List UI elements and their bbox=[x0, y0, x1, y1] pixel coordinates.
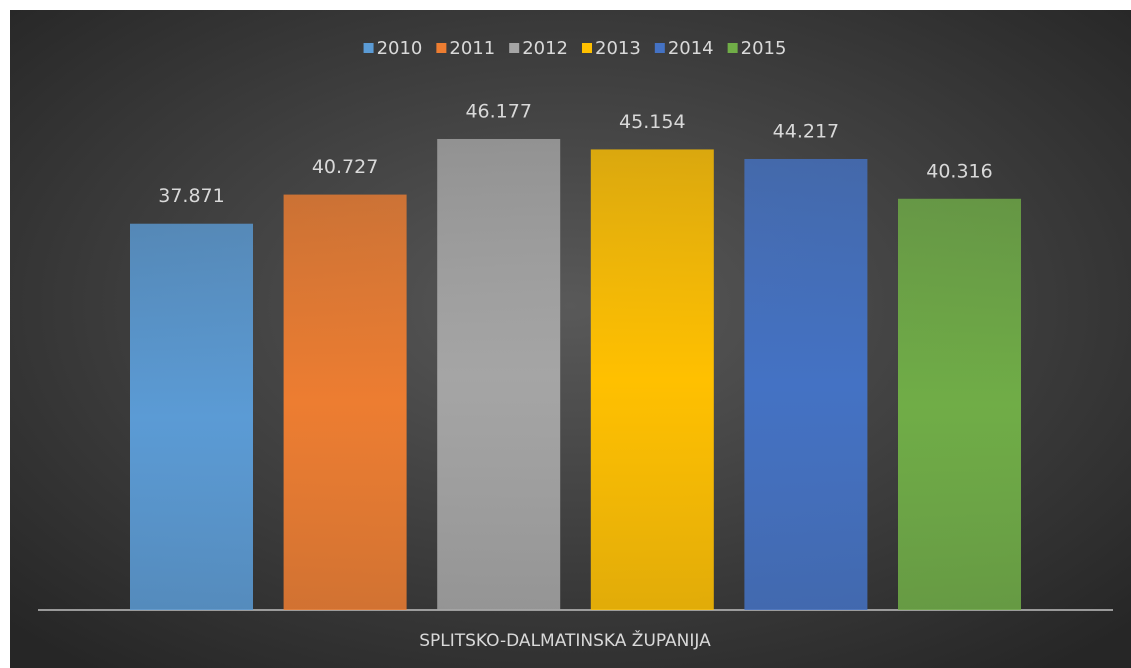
data-label: 46.177 bbox=[465, 100, 531, 122]
legend-swatch bbox=[727, 43, 738, 53]
legend-label: 2012 bbox=[522, 38, 568, 59]
legend-label: 2013 bbox=[595, 38, 641, 59]
bar bbox=[283, 194, 407, 610]
bar bbox=[744, 158, 868, 610]
category-label: SPLITSKO-DALMATINSKA ŽUPANIJA bbox=[419, 629, 711, 651]
legend-swatch bbox=[582, 43, 592, 53]
bar bbox=[898, 198, 1021, 610]
legend-label: 2010 bbox=[377, 38, 423, 59]
data-label: 40.316 bbox=[926, 160, 992, 182]
bar bbox=[437, 138, 561, 610]
data-label: 44.217 bbox=[773, 120, 839, 142]
bar bbox=[590, 149, 714, 610]
data-label: 37.871 bbox=[158, 185, 224, 207]
legend-label: 2011 bbox=[449, 38, 495, 59]
legend-label: 2014 bbox=[668, 38, 714, 59]
legend: 2010 2011 2012 2013 2014 2015 bbox=[363, 38, 787, 59]
legend-swatch bbox=[509, 43, 520, 53]
legend-swatch bbox=[363, 43, 374, 53]
data-label: 45.154 bbox=[619, 111, 685, 133]
bar bbox=[130, 223, 253, 610]
data-label: 40.727 bbox=[312, 156, 378, 178]
legend-swatch bbox=[654, 43, 665, 53]
legend-swatch bbox=[436, 43, 447, 53]
legend-label: 2015 bbox=[741, 38, 787, 59]
